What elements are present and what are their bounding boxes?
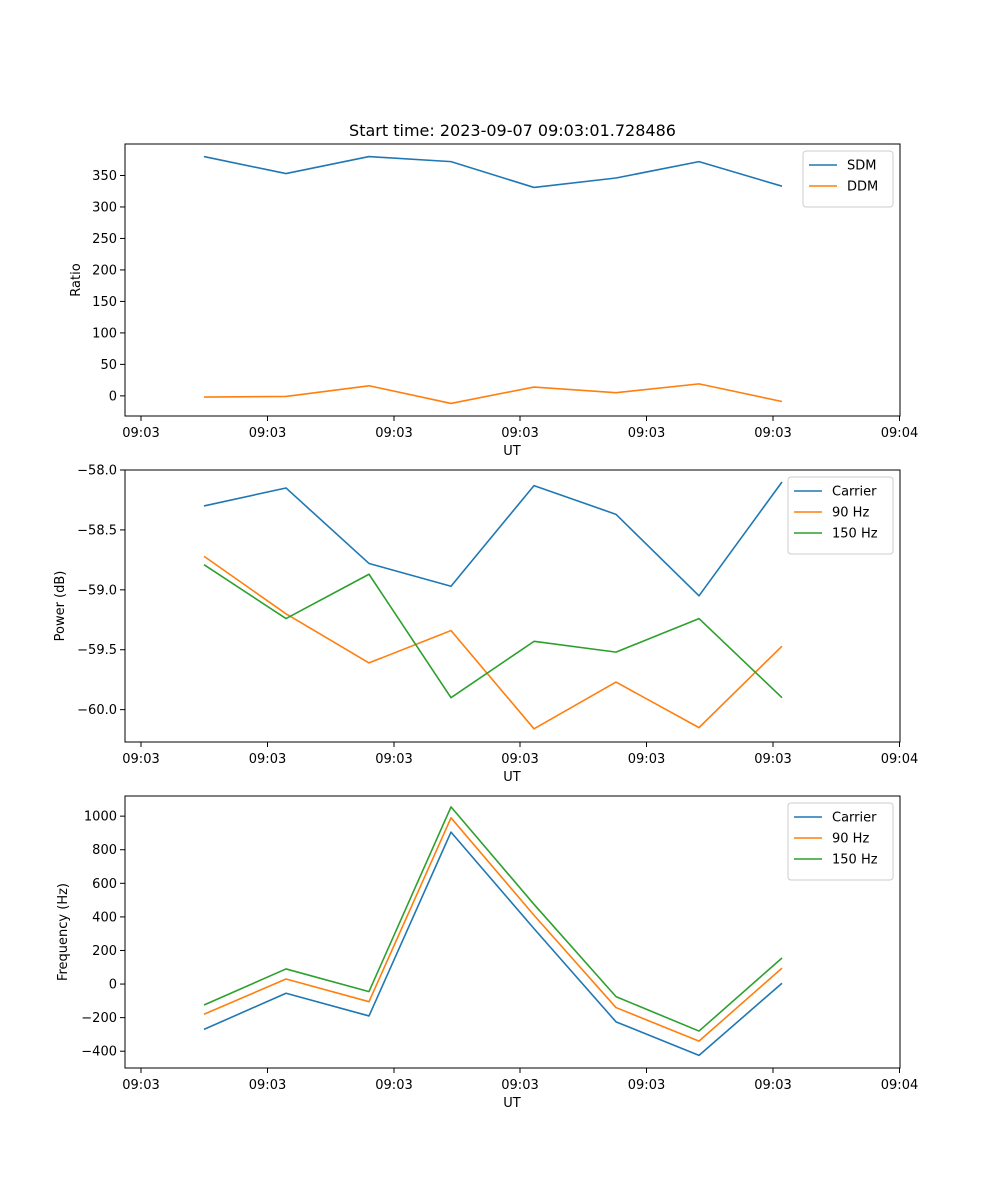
power-panel: −60.0 −59.5 −59.0 −58.5 −58.0 09:03 09:03 09:03… [53,464,918,786]
frequency-y-tick-label: −200 [81,1011,117,1026]
power-y-tick-label: −58.5 [77,523,117,538]
power-y-tick-label: −59.5 [77,643,117,658]
power-legend-box [787,476,894,555]
ratio-y-tick-label: 250 [92,232,117,247]
power-y-tick-label: −59.0 [77,583,117,598]
power-x-tick-label: 09:04 [881,752,918,767]
frequency-x-tick-label: 09:03 [501,1078,538,1093]
ratio-legend-label: SDM [847,159,876,174]
frequency-series-carrier [203,831,783,1057]
figure-title: Start time: 2023-09-07 09:03:01.728486 [349,121,676,140]
power-series-carrier [203,481,783,597]
frequency-x-tick-label: 09:03 [754,1078,791,1093]
frequency-y-tick-label: 200 [92,944,117,959]
frequency-x-tick-label: 09:04 [881,1078,918,1093]
frequency-axes-frame [124,795,901,1069]
ratio-y-axis-label: Ratio [69,263,84,296]
power-y-tick-label: −60.0 [77,703,117,718]
power-x-axis-label: UT [503,770,521,785]
frequency-y-axis-label: Frequency (Hz) [56,883,71,981]
frequency-x-axis-label: UT [503,1096,521,1111]
frequency-y-tick-label: −400 [81,1045,117,1060]
ratio-series-sdm [203,155,783,189]
ratio-legend-label: DDM [847,180,878,195]
power-legend-label: Carrier [832,485,877,500]
power-y-tick-label: −58.0 [77,464,117,479]
ratio-legend: SDM DDM [802,150,894,208]
power-legend-label: 150 Hz [832,527,878,542]
frequency-legend-label: 90 Hz [832,832,869,847]
power-series-150-hz [203,563,783,699]
frequency-series-150-hz [203,806,783,1032]
frequency-legend-label: 150 Hz [832,853,878,868]
frequency-legend-box [787,802,894,881]
frequency-y-tick-label: 600 [92,877,117,892]
ratio-x-tick-label: 09:04 [881,426,918,441]
ratio-y-tick-label: 300 [92,200,117,215]
frequency-series-90-hz [203,817,783,1042]
ratio-x-tick-label: 09:03 [249,426,286,441]
frequency-x-tick-label: 09:03 [122,1078,159,1093]
power-axes-frame [124,469,901,743]
frequency-y-tick-label: 1000 [84,810,117,825]
ratio-axes-frame [124,143,901,417]
power-x-tick-label: 09:03 [501,752,538,767]
frequency-x-tick-label: 09:03 [375,1078,412,1093]
ratio-x-tick-label: 09:03 [754,426,791,441]
ratio-x-tick-label: 09:03 [501,426,538,441]
frequency-panel: −400 −200 0 200 400 600 800 1000 09:03 09:03 09:03… [56,795,918,1111]
frequency-x-tick-label: 09:03 [628,1078,665,1093]
ratio-panel: Start time: 2023-09-07 09:03:01.728486 0… [69,121,918,459]
ratio-y-tick-label: 150 [92,295,117,310]
ratio-y-tick-label: 350 [92,169,117,184]
power-x-tick-label: 09:03 [249,752,286,767]
ratio-x-tick-label: 09:03 [122,426,159,441]
power-x-tick-label: 09:03 [375,752,412,767]
ratio-y-tick-label: 0 [109,389,117,404]
power-series-90-hz [203,555,783,730]
power-legend: Carrier 90 Hz 150 Hz [787,476,894,555]
power-y-axis-label: Power (dB) [53,571,68,642]
ratio-x-tick-label: 09:03 [375,426,412,441]
frequency-legend: Carrier 90 Hz 150 Hz [787,802,894,881]
ratio-y-tick-label: 100 [92,326,117,341]
power-x-tick-label: 09:03 [754,752,791,767]
power-x-tick-label: 09:03 [628,752,665,767]
power-x-tick-label: 09:03 [122,752,159,767]
frequency-y-tick-label: 800 [92,843,117,858]
ratio-series-ddm [203,383,783,405]
frequency-y-tick-label: 0 [109,978,117,993]
ratio-y-tick-label: 50 [100,358,117,373]
ratio-x-tick-label: 09:03 [628,426,665,441]
power-legend-label: 90 Hz [832,506,869,521]
frequency-x-tick-label: 09:03 [249,1078,286,1093]
frequency-legend-label: Carrier [832,811,877,826]
ratio-y-tick-label: 200 [92,263,117,278]
frequency-y-tick-label: 400 [92,910,117,925]
ratio-x-axis-label: UT [503,444,521,459]
